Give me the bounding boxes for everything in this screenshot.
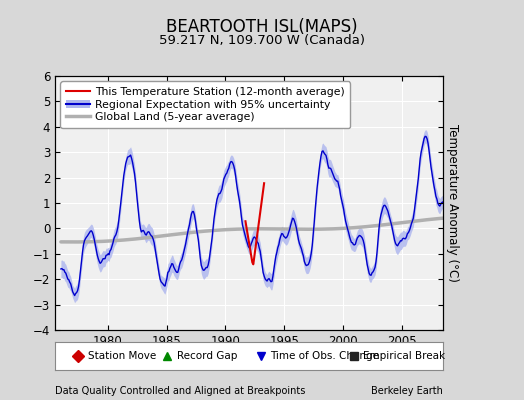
Text: 59.217 N, 109.700 W (Canada): 59.217 N, 109.700 W (Canada) bbox=[159, 34, 365, 47]
Y-axis label: Temperature Anomaly (°C): Temperature Anomaly (°C) bbox=[445, 124, 458, 282]
Text: Record Gap: Record Gap bbox=[177, 351, 237, 361]
Text: Empirical Break: Empirical Break bbox=[363, 351, 445, 361]
Text: Data Quality Controlled and Aligned at Breakpoints: Data Quality Controlled and Aligned at B… bbox=[55, 386, 305, 396]
Text: Berkeley Earth: Berkeley Earth bbox=[371, 386, 443, 396]
Legend: This Temperature Station (12-month average), Regional Expectation with 95% uncer: This Temperature Station (12-month avera… bbox=[60, 82, 350, 128]
Text: BEARTOOTH ISL(MAPS): BEARTOOTH ISL(MAPS) bbox=[166, 18, 358, 36]
Text: Station Move: Station Move bbox=[88, 351, 156, 361]
Text: Time of Obs. Change: Time of Obs. Change bbox=[270, 351, 379, 361]
